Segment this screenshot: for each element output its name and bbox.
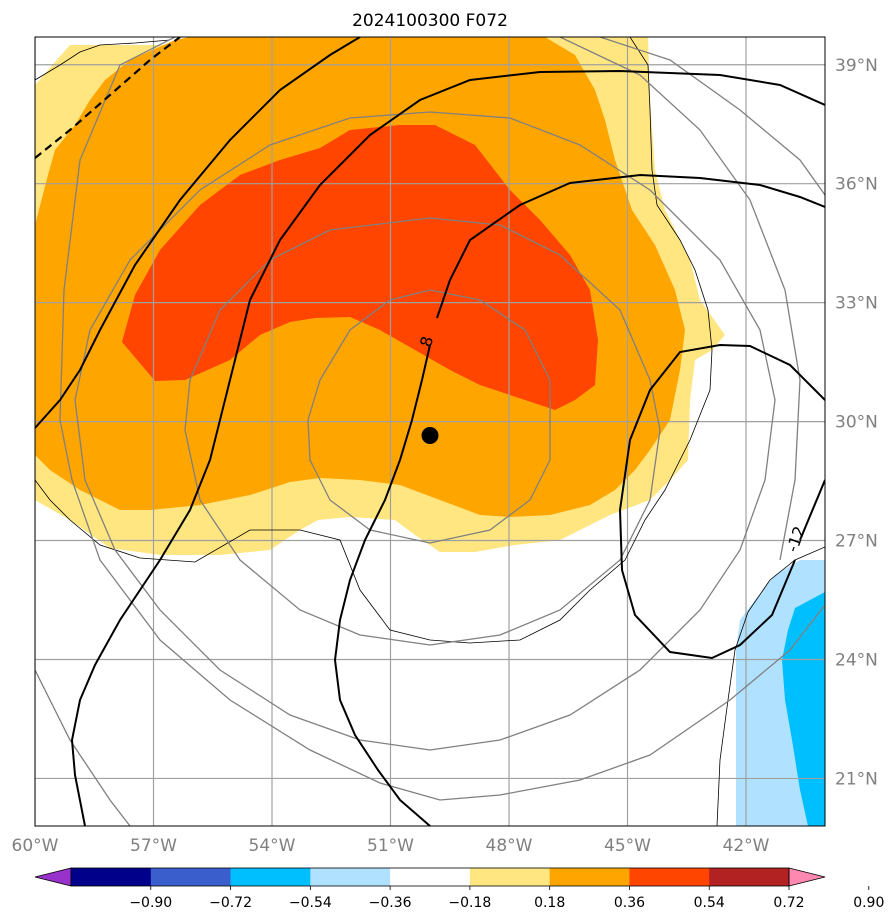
colorbar-tick-label: 0.90	[853, 895, 884, 911]
x-tick-label: 48°W	[486, 836, 533, 856]
colorbar-extend-low	[34, 867, 72, 887]
colorbar-segment	[71, 868, 152, 886]
colorbar-tick-label: −0.90	[129, 895, 172, 911]
colorbar-segment	[469, 868, 551, 886]
thin-boundary-contour	[35, 37, 713, 644]
chart-title: 2024100300 F072	[352, 11, 508, 31]
contour-line-mid-west	[70, 69, 825, 826]
colorbar: −0.90 −0.72 −0.54 −0.36 −0.18 0.18 0.36 0.54 0.7…	[34, 867, 884, 911]
colorbar-tick-label: 0.18	[534, 895, 565, 911]
colorbar-segment	[390, 868, 471, 886]
colorbar-tick-label: −0.18	[448, 895, 491, 911]
x-tick-label: 57°W	[130, 836, 177, 856]
colorbar-segment	[629, 868, 710, 886]
y-tick-label: 24°N	[835, 650, 878, 670]
x-tick-label: 45°W	[604, 836, 651, 856]
y-tick-label: 27°N	[835, 532, 878, 552]
colorbar-segment	[549, 868, 630, 886]
y-tick-label: 36°N	[835, 175, 878, 195]
x-tick-label: 51°W	[367, 836, 414, 856]
range-rings	[35, 37, 825, 826]
y-tick-label: 39°N	[835, 56, 878, 76]
y-axis-tick-labels: 39°N 36°N 33°N 30°N 27°N 24°N 21°N	[835, 56, 878, 790]
contour-label-8: 8	[416, 334, 437, 349]
colorbar-frame	[70, 867, 790, 887]
y-tick-label: 33°N	[835, 294, 878, 314]
thin-right-contour	[716, 546, 825, 826]
colorbar-tick-label: −0.72	[209, 895, 252, 911]
contour-line-west	[35, 37, 361, 429]
colorbar-segment	[230, 868, 311, 886]
colorbar-tick-label: 0.54	[694, 895, 725, 911]
y-tick-label: 30°N	[835, 413, 878, 433]
colorbar-tick-label: −0.36	[369, 895, 412, 911]
colorbar-extend-high	[788, 867, 826, 887]
storm-center-marker	[421, 426, 439, 444]
contour-line-8	[333, 173, 825, 826]
map-frame	[34, 36, 826, 827]
colorbar-segment	[310, 868, 391, 886]
y-tick-label: 21°N	[835, 769, 878, 789]
x-tick-label: 42°W	[723, 836, 770, 856]
colorbar-tick-label: 0.72	[773, 895, 804, 911]
colorbar-tick-label: −0.54	[289, 895, 332, 911]
contour-line-minus12	[618, 343, 825, 660]
x-tick-label: 60°W	[12, 836, 59, 856]
map-area: 8 -12	[35, 37, 825, 826]
colorbar-segment	[150, 868, 232, 886]
x-tick-label: 54°W	[249, 836, 296, 856]
contour-lines	[35, 37, 825, 826]
contour-line-dashed	[35, 37, 181, 159]
fill-region-cyan	[782, 592, 825, 826]
colorbar-tick-label: 0.36	[614, 895, 645, 911]
colorbar-segment	[709, 868, 790, 886]
x-axis-tick-labels: 60°W 57°W 54°W 51°W 48°W 45°W 42°W	[12, 836, 770, 856]
gridlines	[35, 37, 825, 826]
